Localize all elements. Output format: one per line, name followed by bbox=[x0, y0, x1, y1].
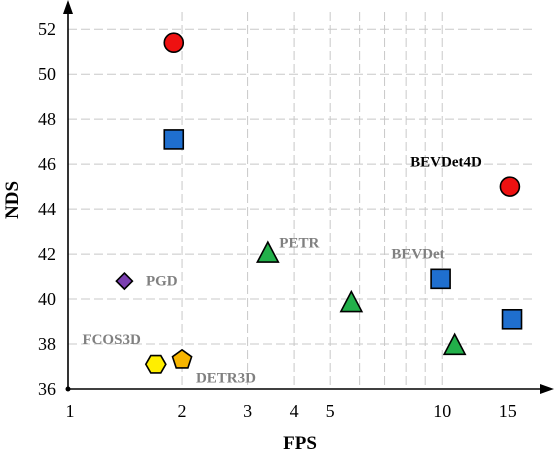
y-tick-label: 42 bbox=[38, 244, 56, 264]
x-tick-label: 10 bbox=[433, 401, 451, 421]
point-hexagon bbox=[144, 354, 167, 374]
x-tick-label: 5 bbox=[326, 401, 335, 421]
annotation-label: DETR3D bbox=[196, 370, 256, 386]
y-tick-label: 50 bbox=[38, 64, 56, 84]
point-triangle bbox=[442, 332, 467, 356]
point-circle bbox=[499, 176, 521, 197]
x-tick-label: 3 bbox=[243, 401, 252, 421]
annotation-label: PGD bbox=[146, 274, 178, 290]
annotations: BEVDet4D PETR BEVDet PGD FCOS3D DETR3D bbox=[82, 154, 482, 386]
point-square bbox=[163, 129, 185, 150]
point-diamond bbox=[115, 271, 134, 291]
axes bbox=[63, 0, 554, 394]
grid bbox=[68, 12, 532, 389]
y-tick-label: 48 bbox=[38, 109, 56, 129]
data-points bbox=[115, 32, 523, 374]
axis-origin bbox=[65, 386, 71, 392]
annotation-label: PETR bbox=[279, 235, 319, 251]
y-axis-title: NDS bbox=[2, 181, 23, 219]
y-tick-label: 36 bbox=[38, 379, 56, 399]
point-triangle bbox=[339, 289, 364, 313]
x-tick-label: 2 bbox=[178, 401, 187, 421]
x-tick-label: 1 bbox=[66, 401, 75, 421]
x-axis-arrow bbox=[540, 384, 554, 394]
y-tick-label: 44 bbox=[38, 199, 56, 219]
x-tick-label: 15 bbox=[499, 401, 517, 421]
annotation-label: BEVDet bbox=[391, 247, 444, 263]
y-tick-label: 38 bbox=[38, 334, 56, 354]
x-axis-title: FPS bbox=[283, 433, 317, 454]
point-square bbox=[501, 308, 523, 330]
y-tick-label: 40 bbox=[38, 289, 56, 309]
annotation-label: BEVDet4D bbox=[410, 154, 482, 170]
annotation-label: FCOS3D bbox=[82, 332, 141, 348]
y-tick-label: 52 bbox=[38, 19, 56, 39]
point-triangle bbox=[256, 240, 280, 263]
x-tick-label: 4 bbox=[290, 401, 299, 421]
point-square bbox=[430, 268, 451, 290]
y-tick-label: 46 bbox=[38, 154, 56, 174]
y-axis-arrow bbox=[63, 0, 73, 14]
point-pentagon bbox=[171, 348, 193, 369]
point-circle bbox=[163, 32, 185, 54]
tick-labels: 1 2 3 4 5 10 15 36 38 40 42 44 46 48 50 52 bbox=[38, 19, 517, 421]
